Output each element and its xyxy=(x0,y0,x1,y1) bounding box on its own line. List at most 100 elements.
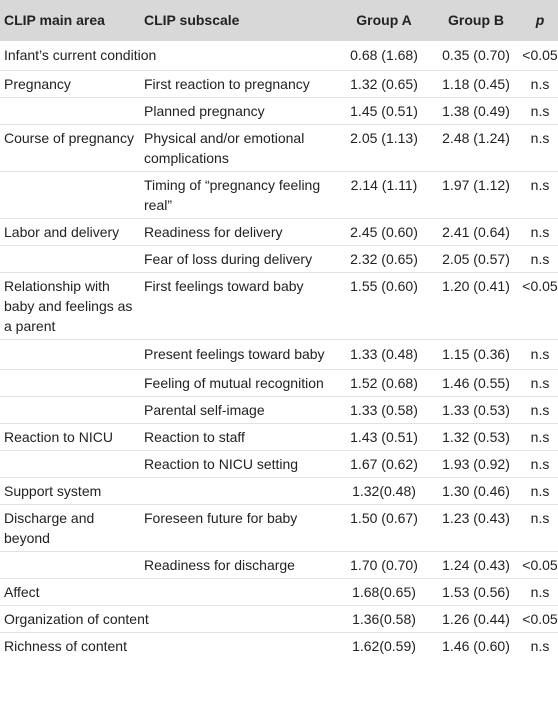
cell-p: n.s xyxy=(530,251,550,267)
cell-area: Discharge and beyond xyxy=(4,510,95,546)
cell-group-b: 2.41 (0.64) xyxy=(442,224,510,240)
cell-group-b: 1.15 (0.36) xyxy=(442,346,510,362)
cell-group-a: 1.68(0.65) xyxy=(352,584,416,600)
header-group-a: Group A xyxy=(338,0,430,41)
cell-subscale: Planned pregnancy xyxy=(144,103,265,119)
cell-group-b: 1.97 (1.12) xyxy=(442,177,510,193)
cell-group-b: 1.33 (0.53) xyxy=(442,402,510,418)
table-row: Planned pregnancy 1.45 (0.51) 1.38 (0.49… xyxy=(0,98,558,125)
cell-group-a: 1.32(0.48) xyxy=(352,483,416,499)
cell-p: n.s xyxy=(530,130,550,146)
cell-p: n.s xyxy=(530,224,550,240)
table-row: Course of pregnancy Physical and/or emot… xyxy=(0,125,558,172)
table-row: Timing of “pregnancy feeling real” 2.14 … xyxy=(0,172,558,219)
table-row: Feeling of mutual recognition 1.52 (0.68… xyxy=(0,370,558,397)
table-body: Infant’s current condition 0.68 (1.68) 0… xyxy=(0,41,558,659)
cell-area: Reaction to NICU xyxy=(4,429,113,445)
cell-p: n.s xyxy=(530,402,550,418)
cell-group-b: 1.38 (0.49) xyxy=(442,103,510,119)
cell-area xyxy=(0,340,140,370)
cell-subscale: Timing of “pregnancy feeling real” xyxy=(144,177,321,213)
cell-group-b: 1.53 (0.56) xyxy=(442,584,510,600)
cell-group-b: 1.20 (0.41) xyxy=(442,278,510,294)
cell-group-b: 1.46 (0.60) xyxy=(442,638,510,654)
cell-p: <0.05 xyxy=(522,278,558,294)
table-row: Discharge and beyond Foreseen future for… xyxy=(0,505,558,552)
table-row: Richness of content 1.62(0.59) 1.46 (0.6… xyxy=(0,633,558,660)
cell-area: Pregnancy xyxy=(4,76,71,92)
cell-group-a: 1.45 (0.51) xyxy=(350,103,418,119)
cell-subscale: First reaction to pregnancy xyxy=(144,76,310,92)
table-row: Pregnancy First reaction to pregnancy 1.… xyxy=(0,71,558,98)
cell-group-b: 0.35 (0.70) xyxy=(442,47,510,63)
cell-subscale: Parental self-image xyxy=(144,402,265,418)
header-main-area: CLIP main area xyxy=(0,0,140,41)
header-row: CLIP main area CLIP subscale Group A Gro… xyxy=(0,0,558,41)
cell-group-a: 1.33 (0.58) xyxy=(350,402,418,418)
cell-p: n.s xyxy=(530,346,550,362)
table-header: CLIP main area CLIP subscale Group A Gro… xyxy=(0,0,558,41)
header-group-b: Group B xyxy=(430,0,522,41)
cell-group-a: 1.67 (0.62) xyxy=(350,456,418,472)
cell-group-a: 2.32 (0.65) xyxy=(350,251,418,267)
cell-area: Labor and delivery xyxy=(4,224,120,240)
cell-area: Richness of content xyxy=(4,638,127,654)
cell-area: Organization of content xyxy=(4,611,149,627)
cell-subscale: Reaction to NICU setting xyxy=(144,456,299,472)
cell-group-a: 1.62(0.59) xyxy=(352,638,416,654)
cell-subscale: Feeling of mutual recognition xyxy=(144,375,324,391)
table-row: Labor and delivery Readiness for deliver… xyxy=(0,219,558,246)
cell-subscale: Fear of loss during delivery xyxy=(144,251,313,267)
cell-p: <0.05 xyxy=(522,557,558,573)
cell-area xyxy=(0,98,140,125)
cell-group-b: 1.23 (0.43) xyxy=(442,510,510,526)
cell-area xyxy=(0,246,140,273)
cell-p: n.s xyxy=(530,483,550,499)
cell-group-a: 1.33 (0.48) xyxy=(350,346,418,362)
cell-area xyxy=(0,172,140,219)
header-p: p xyxy=(522,0,558,41)
cell-group-a: 1.36(0.58) xyxy=(352,611,416,627)
cell-group-a: 0.68 (1.68) xyxy=(350,47,418,63)
table-row: Relationship with baby and feelings as a… xyxy=(0,273,558,340)
cell-subscale: Present feelings toward baby xyxy=(144,346,325,362)
cell-area xyxy=(0,552,140,579)
cell-group-b: 1.18 (0.45) xyxy=(442,76,510,92)
table-row: Readiness for discharge 1.70 (0.70) 1.24… xyxy=(0,552,558,579)
cell-subscale: Readiness for discharge xyxy=(144,557,295,573)
table-row: Parental self-image 1.33 (0.58) 1.33 (0.… xyxy=(0,397,558,424)
cell-group-a: 1.32 (0.65) xyxy=(350,76,418,92)
table-row: Reaction to NICU setting 1.67 (0.62) 1.9… xyxy=(0,451,558,478)
cell-p: n.s xyxy=(530,103,550,119)
cell-area: Affect xyxy=(4,584,40,600)
table-row: Present feelings toward baby 1.33 (0.48)… xyxy=(0,340,558,370)
cell-group-a: 1.43 (0.51) xyxy=(350,429,418,445)
cell-group-b: 1.26 (0.44) xyxy=(442,611,510,627)
cell-subscale: Readiness for delivery xyxy=(144,224,283,240)
table-row: Support system 1.32(0.48) 1.30 (0.46) n.… xyxy=(0,478,558,505)
cell-subscale: Foreseen future for baby xyxy=(144,510,298,526)
cell-area: Course of pregnancy xyxy=(4,130,134,146)
cell-group-b: 1.32 (0.53) xyxy=(442,429,510,445)
cell-group-b: 1.46 (0.55) xyxy=(442,375,510,391)
cell-p: n.s xyxy=(530,638,550,654)
cell-area: Support system xyxy=(4,483,102,499)
cell-p: <0.05 xyxy=(522,611,558,627)
cell-p: <0.05 xyxy=(522,47,558,63)
cell-group-a: 1.50 (0.67) xyxy=(350,510,418,526)
cell-subscale: Reaction to staff xyxy=(144,429,245,445)
cell-group-a: 2.45 (0.60) xyxy=(350,224,418,240)
cell-area: Infant’s current condition xyxy=(4,47,157,63)
clip-table: CLIP main area CLIP subscale Group A Gro… xyxy=(0,0,558,659)
cell-group-b: 1.24 (0.43) xyxy=(442,557,510,573)
cell-group-b: 2.05 (0.57) xyxy=(442,251,510,267)
cell-p: n.s xyxy=(530,456,550,472)
table-row: Reaction to NICU Reaction to staff 1.43 … xyxy=(0,424,558,451)
table-row: Affect 1.68(0.65) 1.53 (0.56) n.s xyxy=(0,579,558,606)
table-row: Organization of content 1.36(0.58) 1.26 … xyxy=(0,606,558,633)
cell-p: n.s xyxy=(530,177,550,193)
cell-area xyxy=(0,397,140,424)
cell-group-a: 1.52 (0.68) xyxy=(350,375,418,391)
cell-area xyxy=(0,370,140,397)
cell-area xyxy=(0,451,140,478)
